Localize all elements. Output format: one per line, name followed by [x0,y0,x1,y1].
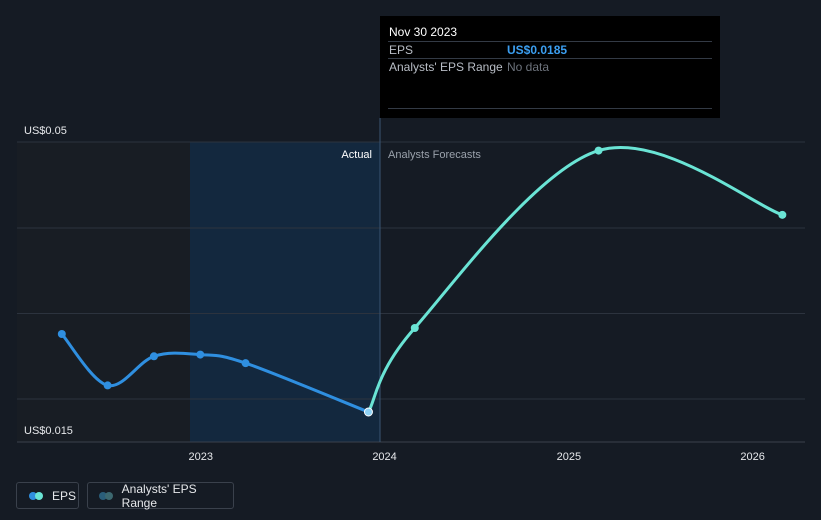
legend-eps-button[interactable]: EPS [16,482,79,509]
legend-range-button[interactable]: Analysts' EPS Range [87,481,234,510]
legend-range-label: Analysts' EPS Range [121,481,197,510]
tooltip-date: Nov 30 2023 [389,25,458,39]
actual-eps-point [149,352,158,361]
x-tick-label: 2025 [557,451,581,463]
actual-eps-point [196,350,205,359]
tooltip-eps-value: US$0.0185 [507,43,568,57]
eps-tooltip: Nov 30 2023 EPS US$0.0185 Analysts' EPS … [380,16,720,118]
tooltip-range-label: Analysts' EPS Range [389,60,503,74]
tooltip-range-value: No data [507,60,550,74]
tooltip-eps-row: EPS US$0.0185 [388,41,712,58]
highlighted-eps-point [363,407,373,417]
highlight-band [190,142,380,442]
forecast-eps-point [778,210,787,219]
forecast-eps-point [594,146,603,155]
past-shade [17,142,190,442]
actual-eps-point [103,381,112,390]
forecast-label: Analysts Forecasts [388,149,481,161]
tooltip-eps-label: EPS [389,43,414,57]
x-tick-label: 2023 [189,451,213,463]
forecast-eps-line [366,146,784,414]
tooltip-divider [388,108,712,109]
y-max-label: US$0.05 [24,125,67,137]
legend-eps-label: EPS [52,488,77,503]
forecast-eps-point [410,324,419,332]
x-tick-label: 2026 [740,451,764,463]
actual-eps-point [57,330,66,338]
x-tick-label: 2024 [372,451,396,463]
actual-eps-point [241,359,250,368]
y-min-label: US$0.015 [24,425,73,437]
tooltip-range-row: Analysts' EPS Range No data [388,58,712,75]
actual-eps-line [60,332,370,414]
actual-label: Actual [341,149,372,161]
range-legend-icon [99,491,115,500]
eps-legend-icon [29,491,45,500]
